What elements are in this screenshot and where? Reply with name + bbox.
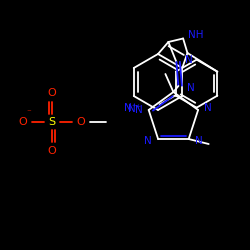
Text: O: O [48, 146, 56, 156]
Text: N⁺: N⁺ [128, 104, 141, 114]
Text: O: O [48, 88, 56, 98]
Text: N: N [184, 55, 192, 65]
Text: O: O [76, 117, 86, 127]
Text: N⁺: N⁺ [124, 103, 137, 113]
Text: N: N [144, 136, 152, 146]
Text: ⁻: ⁻ [26, 108, 32, 118]
Text: O: O [18, 117, 28, 127]
Text: NH: NH [188, 30, 204, 40]
Text: N: N [204, 103, 212, 113]
Text: N: N [186, 83, 194, 93]
Text: N: N [135, 105, 142, 115]
Text: N: N [195, 136, 202, 146]
Text: S: S [48, 117, 56, 127]
